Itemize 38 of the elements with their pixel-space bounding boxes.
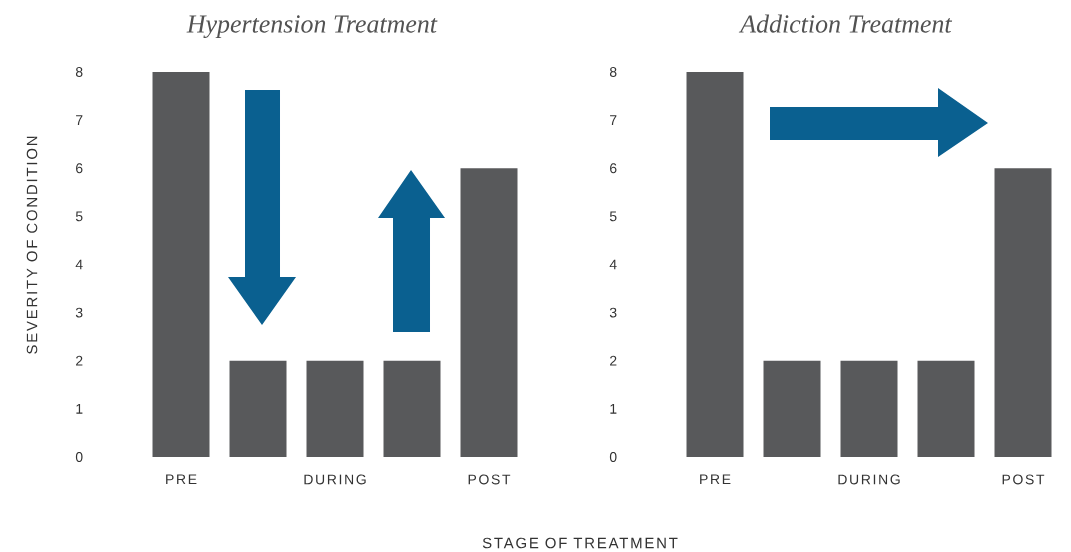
bar [229,360,287,457]
bar [460,168,518,457]
x-tick-label: PRE [700,474,731,485]
bar [840,360,898,457]
y-tick-label: 8 [609,67,617,77]
y-axis-title: SEVERITY OF CONDITION [26,136,38,354]
y-tick-label: 8 [75,67,83,77]
y-tick-label: 0 [609,452,617,462]
x-tick-label: PRE [166,474,197,485]
bar [994,168,1052,457]
bar [763,360,821,457]
y-tick-label: 1 [610,404,617,414]
y-tick-label: 6 [610,163,617,174]
x-tick-label: DURING [838,474,900,485]
x-tick-label: POST [468,474,511,485]
y-tick-label: 5 [75,211,83,222]
bar [306,360,364,457]
y-tick-label: 6 [76,163,83,174]
x-tick-label: POST [1002,474,1045,485]
chart-title: Addiction Treatment [738,14,953,33]
bar [152,71,210,457]
y-tick-label: 4 [75,259,83,270]
y-tick-label: 2 [610,355,617,366]
x-tick-label: DURING [304,474,366,485]
y-tick-label: 7 [76,115,83,125]
bar [917,360,975,457]
y-tick-label: 0 [75,452,83,462]
y-tick-label: 4 [609,259,617,270]
bar [383,360,441,457]
y-tick-label: 7 [610,115,617,125]
y-tick-label: 1 [76,404,83,414]
y-tick-label: 5 [609,211,617,222]
x-axis-title: STAGE OF TREATMENT [482,537,678,549]
bar [686,71,744,457]
y-tick-label: 3 [75,307,83,318]
y-tick-label: 2 [76,355,83,366]
chart-title: Hypertension Treatment [186,15,438,39]
y-tick-label: 3 [609,307,617,318]
